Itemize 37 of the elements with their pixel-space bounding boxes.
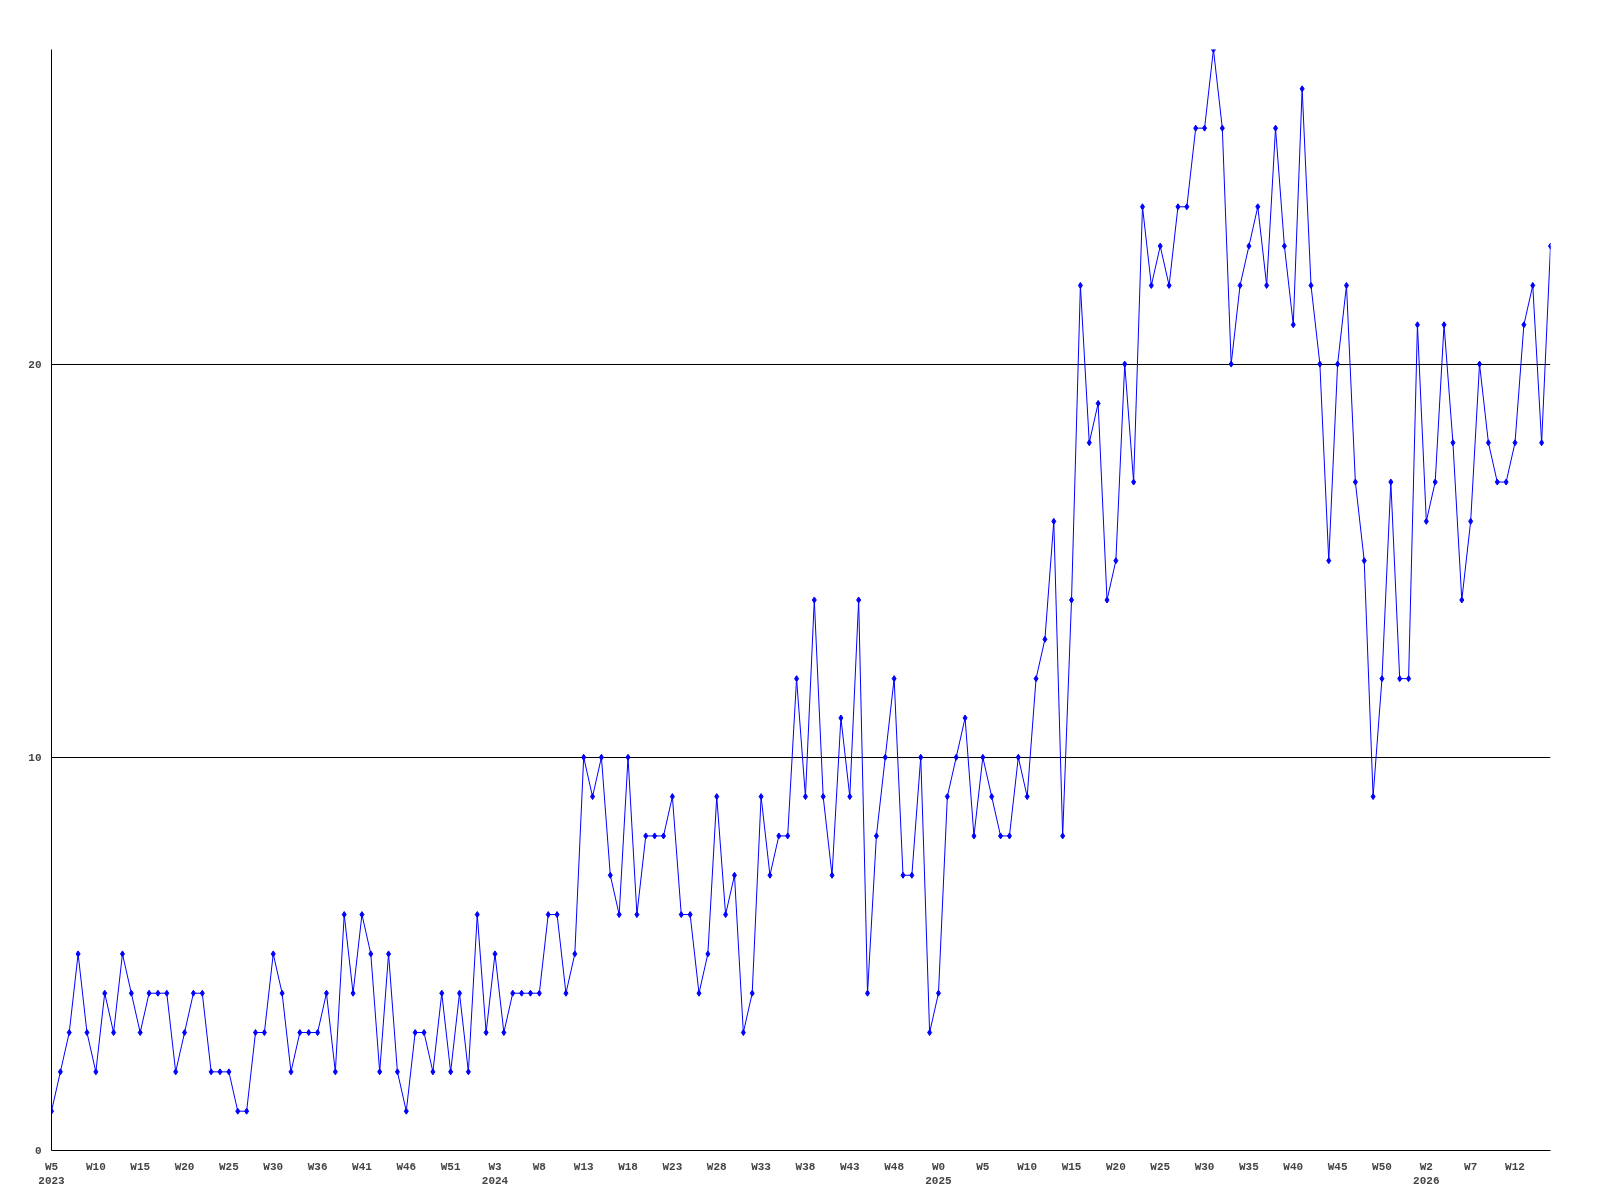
x-tick-label: W20 — [174, 1160, 195, 1173]
x-tick-label: W50 — [1372, 1160, 1392, 1173]
x-tick-label: W0 2025 — [925, 1160, 953, 1187]
x-tick-label: W30 — [1194, 1160, 1215, 1173]
x-tick-label: W3 2024 — [481, 1160, 509, 1187]
x-tick-label: W33 — [751, 1160, 772, 1173]
x-tick-label: W41 — [352, 1160, 373, 1173]
x-tick-label: W12 — [1505, 1160, 1525, 1173]
x-tick-label: W43 — [839, 1160, 861, 1173]
x-tick-label: W23 — [662, 1160, 683, 1173]
x-tick-label: W10 — [85, 1160, 106, 1173]
x-tick-label: W15 — [1061, 1160, 1082, 1173]
x-tick-label: W28 — [706, 1160, 728, 1173]
y-tick-label: 10 — [28, 751, 42, 764]
x-tick-label: W35 — [1239, 1160, 1260, 1173]
x-tick-label: W10 — [1017, 1160, 1038, 1173]
x-tick-label: W45 — [1327, 1160, 1348, 1173]
x-tick-label: W8 — [532, 1160, 547, 1173]
x-tick-label: W25 — [218, 1160, 240, 1173]
x-tick-label: W18 — [618, 1160, 639, 1173]
x-tick-label: W51 — [440, 1160, 461, 1173]
x-tick-label: W48 — [884, 1160, 905, 1173]
x-tick-label: W38 — [795, 1160, 816, 1173]
x-tick-label: W13 — [573, 1160, 594, 1173]
x-tick-label: W7 — [1464, 1160, 1478, 1173]
x-tick-label: W2 2026 — [1413, 1160, 1440, 1187]
x-tick-label: W15 — [130, 1160, 151, 1173]
x-tick-label: W36 — [307, 1160, 328, 1173]
x-tick-label: W5 2023 — [38, 1160, 66, 1187]
x-tick-label: W40 — [1283, 1160, 1304, 1173]
x-tick-label: W46 — [396, 1160, 417, 1173]
x-tick-label: W30 — [263, 1160, 284, 1173]
x-tick-label: W20 — [1105, 1160, 1126, 1173]
y-tick-label: 0 — [34, 1145, 42, 1157]
x-tick-label: W5 — [976, 1160, 990, 1173]
y-tick-label: 20 — [28, 358, 42, 371]
x-tick-label: W25 — [1150, 1160, 1171, 1173]
